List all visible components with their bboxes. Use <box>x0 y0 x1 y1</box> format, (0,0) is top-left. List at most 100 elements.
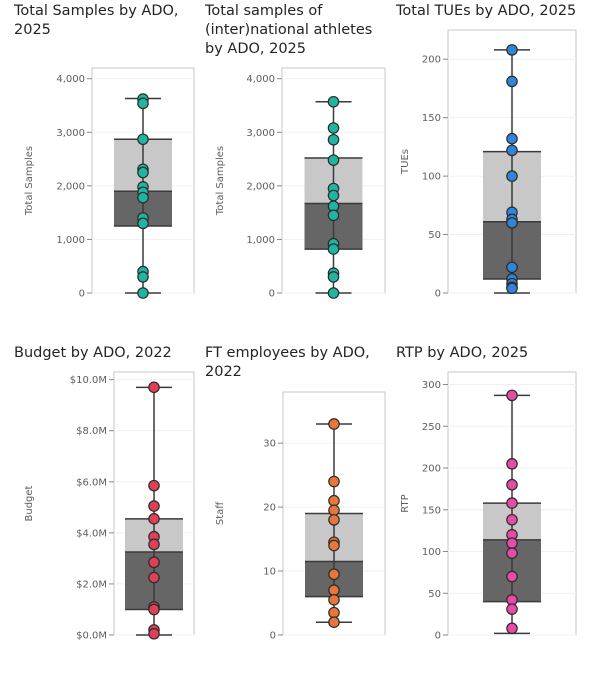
chart-intl-samples: Total samples of (inter)national athlete… <box>205 2 386 320</box>
data-point <box>328 616 340 629</box>
data-point <box>506 497 518 509</box>
data-point <box>506 458 518 470</box>
data-point <box>506 132 518 145</box>
chart-plot: 0 1,000 2,000 3,000 4,000 Total Samples <box>24 67 195 300</box>
data-point <box>148 556 160 569</box>
data-point <box>328 539 340 552</box>
chart-title: FT employees by ADO, 2022 <box>205 345 370 380</box>
data-point <box>148 627 160 640</box>
tick-label: 2,000 <box>56 181 85 192</box>
tick-label: 200 <box>422 464 441 475</box>
chart-title: RTP by ADO, 2025 <box>396 345 529 361</box>
y-axis-label: Budget <box>24 485 35 521</box>
tick-label: 4,000 <box>56 74 85 85</box>
tick-label: 50 <box>428 230 441 241</box>
data-point <box>148 571 160 584</box>
data-point <box>328 568 340 581</box>
tick-label: $8.0M <box>76 426 107 437</box>
chart-plot: $0.0M $2.0M $4.0M $6.0M $8.0M $10.0M Budget <box>24 371 195 642</box>
y-axis-label: Staff <box>215 501 226 525</box>
data-point <box>506 622 518 635</box>
data-point <box>328 494 340 507</box>
data-point <box>506 547 518 559</box>
data-point <box>506 75 518 88</box>
data-point <box>327 189 340 202</box>
data-point <box>506 170 518 182</box>
data-point <box>137 166 149 179</box>
tick-label: 200 <box>422 55 441 66</box>
y-axis-label: TUEs <box>400 149 411 175</box>
data-point <box>506 144 518 157</box>
data-point <box>506 217 518 229</box>
chart-plot: 0 50 100 150 200 TUEs <box>400 29 577 300</box>
chart-ft-employees: FT employees by ADO, 2022 0 10 20 30 Staff <box>205 344 386 662</box>
chart-title: Budget by ADO, 2022 <box>14 345 172 361</box>
tick-label: $6.0M <box>76 477 107 488</box>
data-point <box>137 287 149 299</box>
tick-label: 0 <box>79 289 85 300</box>
chart-title: Total TUEs by ADO, 2025 <box>396 3 577 19</box>
data-point <box>137 217 149 230</box>
tick-label: $2.0M <box>76 579 107 590</box>
data-point <box>327 209 340 222</box>
tick-label: 0 <box>269 289 275 300</box>
data-point <box>327 133 340 146</box>
tick-label: 4,000 <box>246 74 275 85</box>
tick-label: 300 <box>422 380 441 391</box>
y-axis-label: RTP <box>400 494 411 512</box>
tick-label: 1,000 <box>246 235 275 246</box>
data-point <box>328 475 340 488</box>
chart-total-samples: Total Samples by ADO, 2025 0 1,000 2,000 3,… <box>14 2 195 320</box>
data-point <box>148 381 160 394</box>
data-point <box>327 271 340 283</box>
data-point <box>148 513 160 525</box>
data-point <box>506 282 518 295</box>
tick-label: 0 <box>435 631 441 642</box>
data-point <box>506 44 518 56</box>
data-point <box>137 97 149 110</box>
tick-label: 0 <box>270 631 276 642</box>
data-point <box>506 513 518 526</box>
data-point <box>327 287 340 299</box>
tick-label: 20 <box>263 503 276 514</box>
data-point <box>506 537 518 549</box>
y-axis-label: Total Samples <box>215 146 226 216</box>
data-point <box>328 606 340 619</box>
y-axis-label: Total Samples <box>24 146 35 216</box>
chart-rtp: RTP by ADO, 2025 0 50 100 150 200 250 300 RTP <box>396 344 586 662</box>
tick-label: 150 <box>422 113 441 124</box>
tick-label: 30 <box>263 439 276 450</box>
data-point <box>328 594 340 606</box>
tick-label: $0.0M <box>76 631 107 642</box>
data-point <box>148 603 160 616</box>
tick-label: 0 <box>435 289 441 300</box>
data-point <box>327 243 340 255</box>
chart-tues: Total TUEs by ADO, 2025 0 50 100 150 200 TUEs <box>396 2 586 320</box>
tick-label: 3,000 <box>56 128 85 139</box>
chart-budget: Budget by ADO, 2022 $0.0M $2.0M $4.0M $6.0M… <box>14 344 195 662</box>
tick-label: $10.0M <box>70 375 107 386</box>
data-point <box>328 584 340 597</box>
tick-label: 100 <box>422 547 441 558</box>
tick-label: 1,000 <box>56 235 85 246</box>
data-point <box>327 95 340 108</box>
tick-label: 2,000 <box>246 181 275 192</box>
data-point <box>506 261 518 274</box>
tick-label: $4.0M <box>76 528 107 539</box>
data-point <box>148 479 160 492</box>
tick-label: 150 <box>422 505 441 516</box>
data-point <box>148 500 160 512</box>
chart-title: Total samples of (inter)national athlete… <box>205 3 373 57</box>
data-point <box>137 133 149 146</box>
data-point <box>327 154 340 166</box>
data-point <box>506 389 518 402</box>
chart-plot: 0 1,000 2,000 3,000 4,000 Total Samples <box>215 67 386 300</box>
tick-label: 10 <box>263 567 276 578</box>
data-point <box>328 418 340 430</box>
tick-label: 100 <box>422 172 441 183</box>
data-point <box>148 538 160 551</box>
data-point <box>506 570 518 583</box>
data-point <box>327 122 340 134</box>
data-point <box>137 271 149 283</box>
data-point <box>506 603 518 615</box>
